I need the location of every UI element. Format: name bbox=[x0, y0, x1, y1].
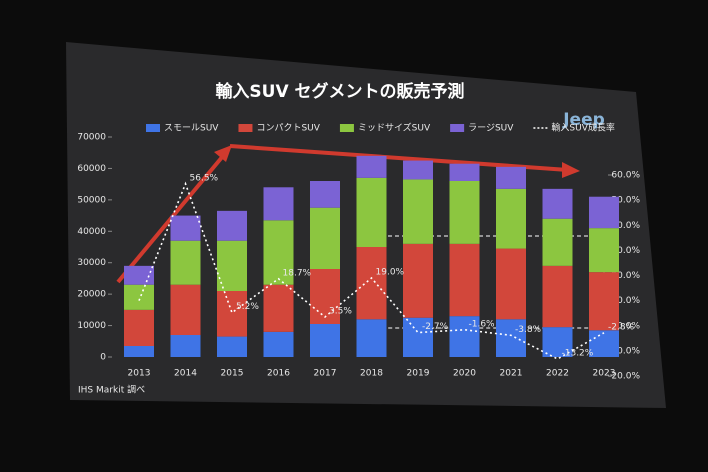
y-tick-label: 0 bbox=[100, 353, 106, 363]
bar-segment bbox=[124, 309, 154, 346]
legend-label: ラージSUV bbox=[468, 123, 514, 134]
y2-tick-label: -20.0% bbox=[608, 372, 640, 382]
data-label: 56.5% bbox=[190, 173, 219, 183]
legend-swatch bbox=[339, 124, 354, 132]
bar-segment bbox=[170, 215, 201, 241]
data-label: 18.7% bbox=[283, 268, 312, 278]
bar-segment bbox=[496, 188, 526, 249]
data-label: 19.0% bbox=[376, 268, 405, 278]
x-tick-label: 2013 bbox=[128, 369, 151, 379]
y2-tick-label: 40.0% bbox=[611, 221, 640, 231]
bar-segment bbox=[542, 265, 573, 328]
data-label: -2.7% bbox=[422, 322, 449, 332]
bar-segment bbox=[263, 187, 294, 221]
bar-segment bbox=[403, 317, 433, 357]
source: IHS Markit 調べ bbox=[78, 384, 145, 396]
bar-segment bbox=[263, 220, 294, 285]
bar-segment bbox=[356, 177, 387, 247]
bar-segment bbox=[310, 324, 340, 357]
bar-segment bbox=[263, 284, 294, 332]
legend-swatch bbox=[146, 124, 160, 132]
x-tick-label: 2019 bbox=[407, 369, 430, 379]
bar-segment bbox=[496, 166, 526, 189]
legend-label: コンパクトSUV bbox=[256, 123, 320, 134]
bar-segment bbox=[403, 243, 433, 318]
legend-label: ミッドサイズSUV bbox=[358, 122, 431, 134]
y-tick-label: 10000 bbox=[77, 321, 106, 331]
x-tick-label: 2022 bbox=[546, 369, 569, 379]
bar-segment bbox=[403, 160, 433, 180]
bar-segment bbox=[124, 265, 154, 285]
x-tick-label: 2015 bbox=[221, 369, 244, 379]
x-tick-label: 2020 bbox=[453, 369, 476, 379]
bar-segment bbox=[263, 331, 294, 357]
chart-title: 輸入SUV セグメントの販売予測 bbox=[215, 81, 464, 102]
y2-tick-label: -10.0% bbox=[608, 346, 640, 356]
legend-label: スモールSUV bbox=[164, 124, 219, 134]
bar-segment bbox=[542, 218, 573, 266]
bar-segment bbox=[170, 335, 201, 357]
bar-segment bbox=[356, 155, 387, 178]
y2-tick-label: 50.0% bbox=[611, 196, 640, 206]
bar-segment bbox=[124, 346, 154, 357]
bar-segment bbox=[170, 284, 201, 335]
y-tick-label: 40000 bbox=[77, 227, 106, 237]
x-tick-label: 2018 bbox=[360, 369, 383, 379]
trend-arrow bbox=[229, 144, 569, 172]
bar-segment bbox=[124, 284, 154, 310]
data-label: -2.8% bbox=[608, 322, 635, 332]
legend-swatch bbox=[450, 124, 465, 132]
y-tick-label: 60000 bbox=[77, 164, 106, 174]
bar-segment bbox=[589, 272, 619, 331]
bar-segment bbox=[310, 207, 340, 269]
x-tick-label: 2017 bbox=[314, 369, 337, 379]
y2-tick-label: 0.0% bbox=[617, 321, 640, 331]
y-tick-label: 70000 bbox=[77, 133, 106, 143]
bar-segment bbox=[589, 228, 619, 273]
y2-tick-label: 10.0% bbox=[611, 296, 640, 306]
bar-segment bbox=[496, 319, 526, 357]
y-tick-label: 30000 bbox=[77, 258, 106, 268]
bar-segment bbox=[310, 181, 340, 208]
bar-segment bbox=[310, 269, 340, 324]
bar-segment bbox=[542, 327, 573, 357]
legend-swatch bbox=[238, 124, 253, 132]
x-tick-label: 2016 bbox=[267, 369, 290, 379]
bar-segment bbox=[217, 291, 247, 337]
y2-tick-label: 30.0% bbox=[611, 246, 640, 256]
bar-segment bbox=[356, 247, 387, 320]
x-tick-label: 2014 bbox=[174, 369, 197, 379]
x-tick-label: 2021 bbox=[500, 369, 523, 379]
bar-segment bbox=[170, 240, 201, 285]
data-label: 3.5% bbox=[329, 306, 352, 316]
bar-segment bbox=[217, 336, 247, 357]
y-tick-label: 50000 bbox=[77, 195, 106, 205]
bar-segment bbox=[356, 319, 387, 357]
data-label: -1.6% bbox=[469, 319, 496, 329]
bar-segment bbox=[449, 316, 480, 357]
bar-segment bbox=[449, 181, 480, 244]
arrow-head bbox=[214, 145, 232, 162]
bar-segment bbox=[542, 188, 573, 219]
logo: Jeep bbox=[562, 110, 605, 130]
x-tick-label: 2023 bbox=[593, 369, 616, 379]
y2-tick-label: 60.0% bbox=[611, 171, 640, 181]
bar-segment bbox=[589, 330, 619, 357]
y2-tick-label: 20.0% bbox=[611, 271, 640, 281]
data-label: -3.8% bbox=[515, 325, 542, 335]
bar-segment bbox=[403, 179, 433, 244]
data-label: 5.2% bbox=[236, 302, 259, 312]
bar-segment bbox=[217, 210, 247, 241]
arrow-head bbox=[562, 162, 580, 178]
growth-line bbox=[138, 181, 605, 360]
bar-segment bbox=[589, 196, 619, 229]
bar-segment bbox=[449, 243, 480, 317]
legend-label: 輸入SUV成長率 bbox=[551, 122, 614, 134]
y-tick-label: 20000 bbox=[77, 290, 106, 300]
bar-segment bbox=[449, 163, 480, 181]
data-label: -13.2% bbox=[562, 348, 594, 358]
bar-segment bbox=[496, 248, 526, 320]
